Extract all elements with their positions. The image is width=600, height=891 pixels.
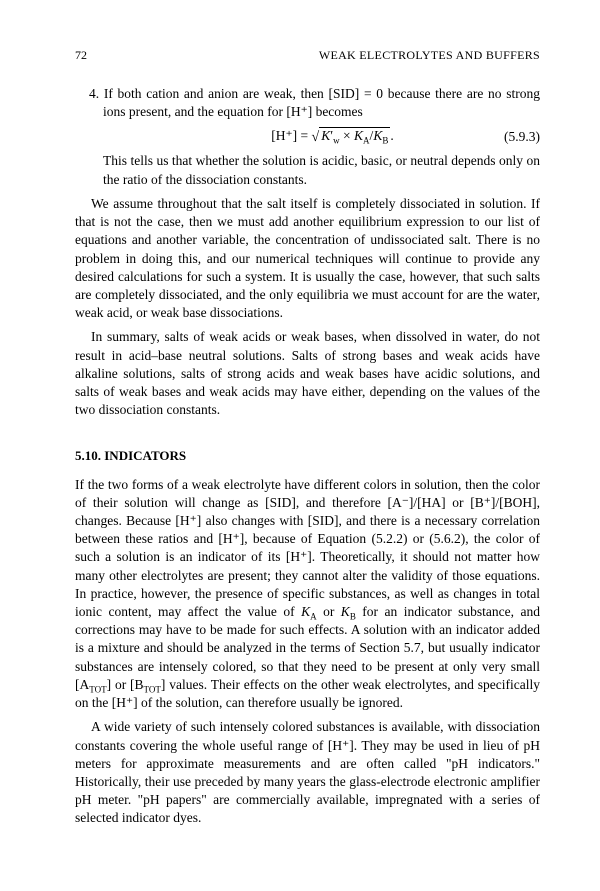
- paragraph-assume: We assume throughout that the salt itsel…: [75, 195, 540, 323]
- equation-5-9-3: [H⁺] = √K′w × KA/KB. (5.9.3): [75, 127, 540, 146]
- sqrt-icon: √: [312, 130, 320, 145]
- list-item-4: 4. If both cation and anion are weak, th…: [89, 85, 540, 121]
- equation-lhs: [H⁺] =: [271, 128, 311, 143]
- section-heading-indicators: 5.10. INDICATORS: [75, 448, 540, 464]
- page: 72 WEAK ELECTROLYTES AND BUFFERS 4. If b…: [0, 0, 600, 891]
- equation-body: [H⁺] = √K′w × KA/KB.: [185, 127, 480, 146]
- equation-number: (5.9.3): [480, 129, 540, 145]
- page-header: 72 WEAK ELECTROLYTES AND BUFFERS: [75, 48, 540, 63]
- page-number: 72: [75, 48, 87, 63]
- equation-followup: This tells us that whether the solution …: [103, 152, 540, 188]
- sqrt-argument: K′w × KA/KB: [319, 127, 390, 144]
- paragraph-indicators-2: A wide variety of such intensely colored…: [75, 718, 540, 827]
- paragraph-summary: In summary, salts of weak acids or weak …: [75, 328, 540, 419]
- chapter-title: WEAK ELECTROLYTES AND BUFFERS: [319, 48, 540, 63]
- paragraph-indicators-1: If the two forms of a weak electrolyte h…: [75, 476, 540, 713]
